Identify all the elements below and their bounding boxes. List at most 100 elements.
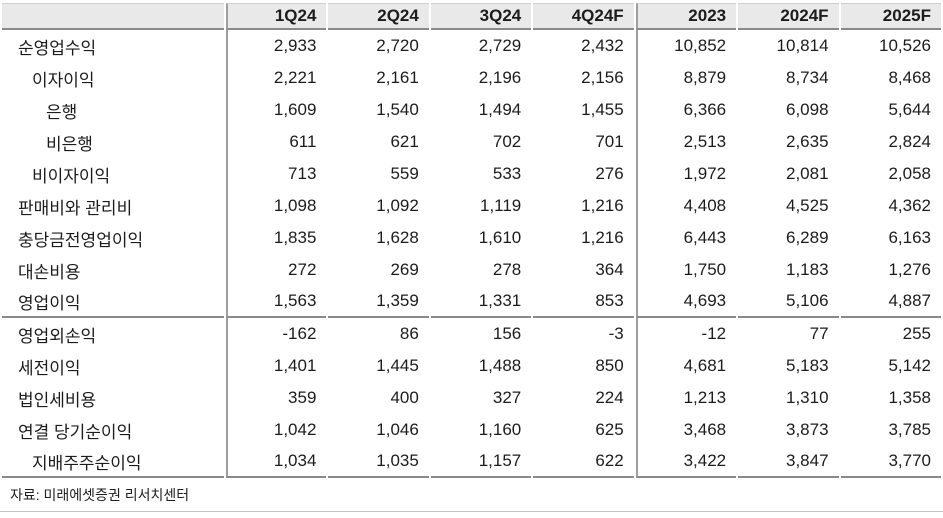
cell-value: 533 (492, 164, 522, 183)
cell-value: 1,494 (478, 100, 522, 119)
table-body: 순영업수익 2,933 2,720 2,729 2,432 10,852 10,814 10,… (2, 30, 941, 478)
cell-value: 5,183 (785, 356, 829, 375)
cell-value: 4,693 (635, 286, 737, 318)
cell-value: 5,644 (888, 100, 931, 119)
cell-value: 1,183 (785, 260, 829, 279)
cell-value: 2,720 (376, 36, 419, 55)
cell-value: -3 (608, 324, 624, 343)
cell-value: 2,933 (226, 30, 326, 62)
cell-value: 1,216 (581, 228, 624, 247)
cell-value: 2,432 (581, 36, 624, 55)
cell-value: 611 (226, 126, 326, 158)
cell-value: 6,289 (785, 228, 829, 247)
financial-table: 1Q24 2Q24 3Q24 4Q24F 2023 2024F 2025F 순영… (0, 3, 943, 478)
table-row: 법인세비용 359 400 327 224 1,213 1,310 1,358 (2, 382, 941, 414)
cell-value: 1,540 (376, 100, 419, 119)
cell-value: 6,443 (635, 222, 736, 254)
cell-value: 6,163 (888, 228, 931, 247)
cell-value: 1,445 (376, 356, 419, 375)
row-label: 판매비와 관리비 (18, 198, 133, 218)
row-label: 충당금전영업이익 (18, 230, 144, 250)
row-label: 순영업수익 (18, 38, 97, 58)
column-header-2023: 2023 (635, 3, 737, 30)
row-label: 대손비용 (18, 262, 81, 282)
cell-value: 1,972 (635, 158, 736, 190)
cell-value: 2,161 (376, 68, 419, 87)
cell-value: 853 (533, 286, 634, 318)
row-label: 법인세비용 (18, 390, 97, 410)
cell-value: 1,098 (226, 190, 326, 222)
cell-value: 3,770 (840, 446, 941, 478)
column-header-2025f: 2025F (840, 3, 941, 30)
row-label: 영업외손익 (18, 326, 97, 346)
cell-value: 702 (492, 132, 522, 151)
cell-value: 6,366 (635, 94, 736, 126)
cell-value: 2,824 (888, 132, 931, 151)
cell-value: 276 (595, 164, 624, 183)
cell-value: 1,160 (478, 420, 522, 439)
cell-value: 364 (595, 260, 624, 279)
cell-value: 1,401 (226, 350, 326, 382)
table-row: 세전이익 1,401 1,445 1,488 850 4,681 5,183 5,142 (2, 350, 941, 382)
cell-value: 269 (390, 260, 419, 279)
row-label: 비은행 (46, 134, 93, 154)
table-row: 충당금전영업이익 1,835 1,628 1,610 1,216 6,443 6,289 6,… (2, 222, 941, 254)
cell-value: 400 (390, 388, 419, 407)
cell-value: 272 (226, 254, 326, 286)
cell-value: 255 (902, 324, 931, 343)
column-header-4q24f: 4Q24F (533, 3, 634, 30)
cell-value: 2,081 (785, 164, 829, 183)
cell-value: 1,331 (430, 286, 532, 318)
cell-value: 1,750 (635, 254, 736, 286)
cell-value: 327 (492, 388, 522, 407)
cell-value: 621 (390, 132, 419, 151)
table-row: 판매비와 관리비 1,098 1,092 1,119 1,216 4,408 4,525 4,… (2, 190, 941, 222)
cell-value: 1,042 (226, 414, 326, 446)
cell-value: 8,468 (888, 68, 931, 87)
cell-value: 5,106 (738, 286, 839, 318)
column-header-blank (2, 3, 224, 30)
cell-value: 622 (533, 446, 634, 478)
column-header-2024f: 2024F (738, 3, 839, 30)
cell-value: 3,847 (738, 446, 839, 478)
cell-value: 2,196 (478, 68, 522, 87)
cell-value: 2,635 (785, 132, 829, 151)
cell-value: 3,873 (785, 420, 829, 439)
cell-value: 4,362 (888, 196, 931, 215)
cell-value: 2,729 (478, 36, 522, 55)
row-label: 은행 (46, 102, 78, 122)
cell-value: 1,610 (478, 228, 522, 247)
cell-value: -162 (226, 318, 326, 350)
row-label: 영업이익 (2, 286, 224, 318)
table-row: 비이자이익 713 559 533 276 1,972 2,081 2,058 (2, 158, 941, 190)
cell-value: 3,468 (635, 414, 736, 446)
cell-value: 1,310 (785, 388, 829, 407)
cell-value: 701 (595, 132, 624, 151)
cell-value: 86 (399, 324, 419, 343)
cell-value: 2,513 (635, 126, 736, 158)
row-label: 지배주주순이익 (2, 446, 224, 478)
cell-value: 2,058 (888, 164, 931, 183)
cell-value: 77 (809, 324, 829, 343)
cell-value: 156 (492, 324, 522, 343)
cell-value: 4,408 (635, 190, 736, 222)
table-row: 연결 당기순이익 1,042 1,046 1,160 625 3,468 3,873 3,78… (2, 414, 941, 446)
column-header-3q24: 3Q24 (430, 3, 532, 30)
cell-value: 625 (595, 420, 624, 439)
cell-value: 10,526 (879, 36, 931, 55)
cell-value: 1,213 (635, 382, 736, 414)
source-note: 자료: 미래에셋증권 리서치센터 (10, 487, 190, 503)
cell-value: 1,092 (376, 196, 419, 215)
row-label: 비이자이익 (32, 166, 111, 186)
cell-value: 3,785 (888, 420, 931, 439)
cell-value: 5,142 (888, 356, 931, 375)
table-row: 영업외손익 -162 86 156 -3 -12 77 255 (2, 318, 941, 350)
cell-value: 1,035 (328, 446, 429, 478)
cell-value: 1,609 (226, 94, 326, 126)
table-row: 영업이익 1,563 1,359 1,331 853 4,693 5,106 4,887 (2, 286, 941, 318)
row-label: 세전이익 (18, 358, 81, 378)
cell-value: -12 (635, 318, 736, 350)
cell-value: 1,563 (226, 286, 327, 318)
cell-value: 6,098 (785, 100, 829, 119)
cell-value: 1,628 (376, 228, 419, 247)
